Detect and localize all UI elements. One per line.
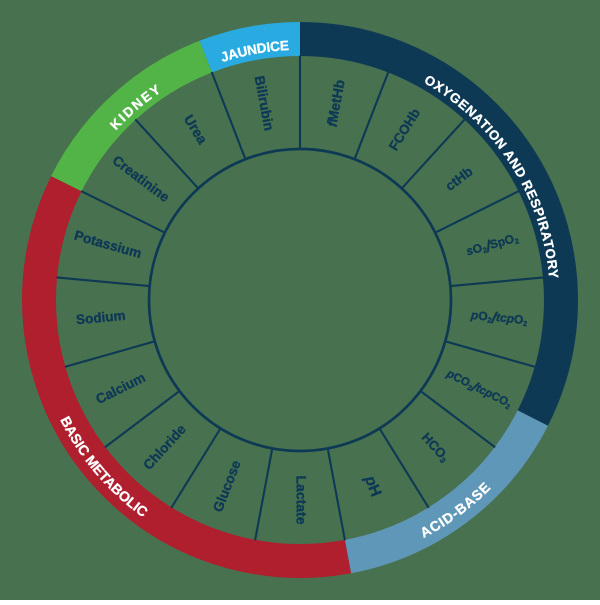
svg-text:pO2​/​tcpO2​: pO2​/​tcpO2​: [469, 308, 528, 330]
svg-text:Lactate: Lactate: [293, 475, 309, 524]
svg-text:Sodium: Sodium: [75, 308, 126, 327]
